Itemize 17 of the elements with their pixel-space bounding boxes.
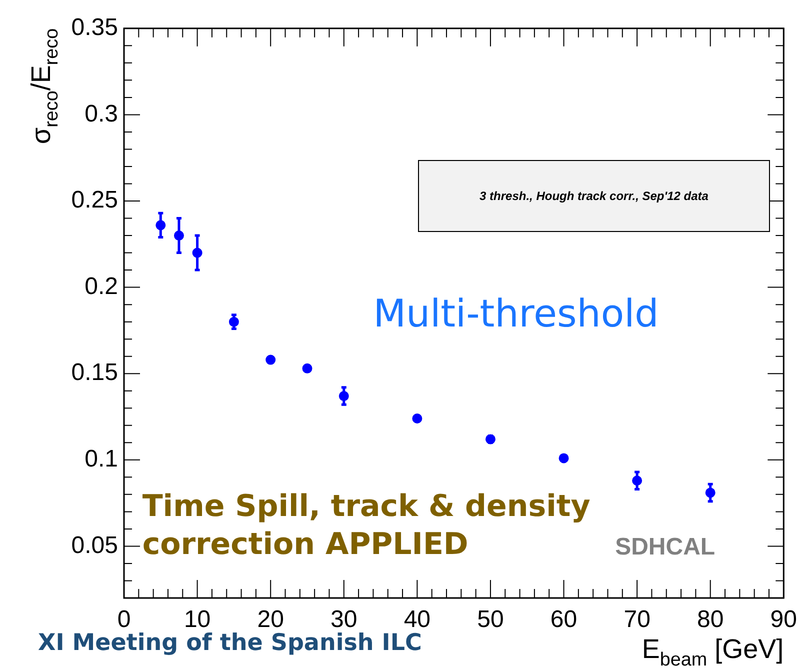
y-tick-label: 0.2 <box>84 272 118 300</box>
x-tick-label: 60 <box>550 606 578 634</box>
y-tick-label: 0.1 <box>84 446 118 473</box>
x-tick-label: 70 <box>624 606 650 634</box>
y-tick-label: 0.3 <box>84 100 118 128</box>
annotation: Time Spill, track & density correction APPLIED <box>142 489 591 562</box>
y-tick-label: 0.25 <box>71 186 118 214</box>
x-tick-label: 50 <box>477 606 504 634</box>
annotation: SDHCAL <box>615 534 716 561</box>
y-tick-label: 0.05 <box>71 532 118 559</box>
x-tick-label: 80 <box>697 606 724 634</box>
y-axis-title: σreco/Ereco <box>26 28 63 144</box>
y-tick-label: 0.35 <box>71 14 118 42</box>
text-box: 3 thresh., Hough track corr., Sep'12 data <box>418 160 770 232</box>
y-tick-label: 0.15 <box>71 359 118 386</box>
x-tick-label: 90 <box>770 606 798 634</box>
annotation: Multi-threshold <box>373 292 659 336</box>
